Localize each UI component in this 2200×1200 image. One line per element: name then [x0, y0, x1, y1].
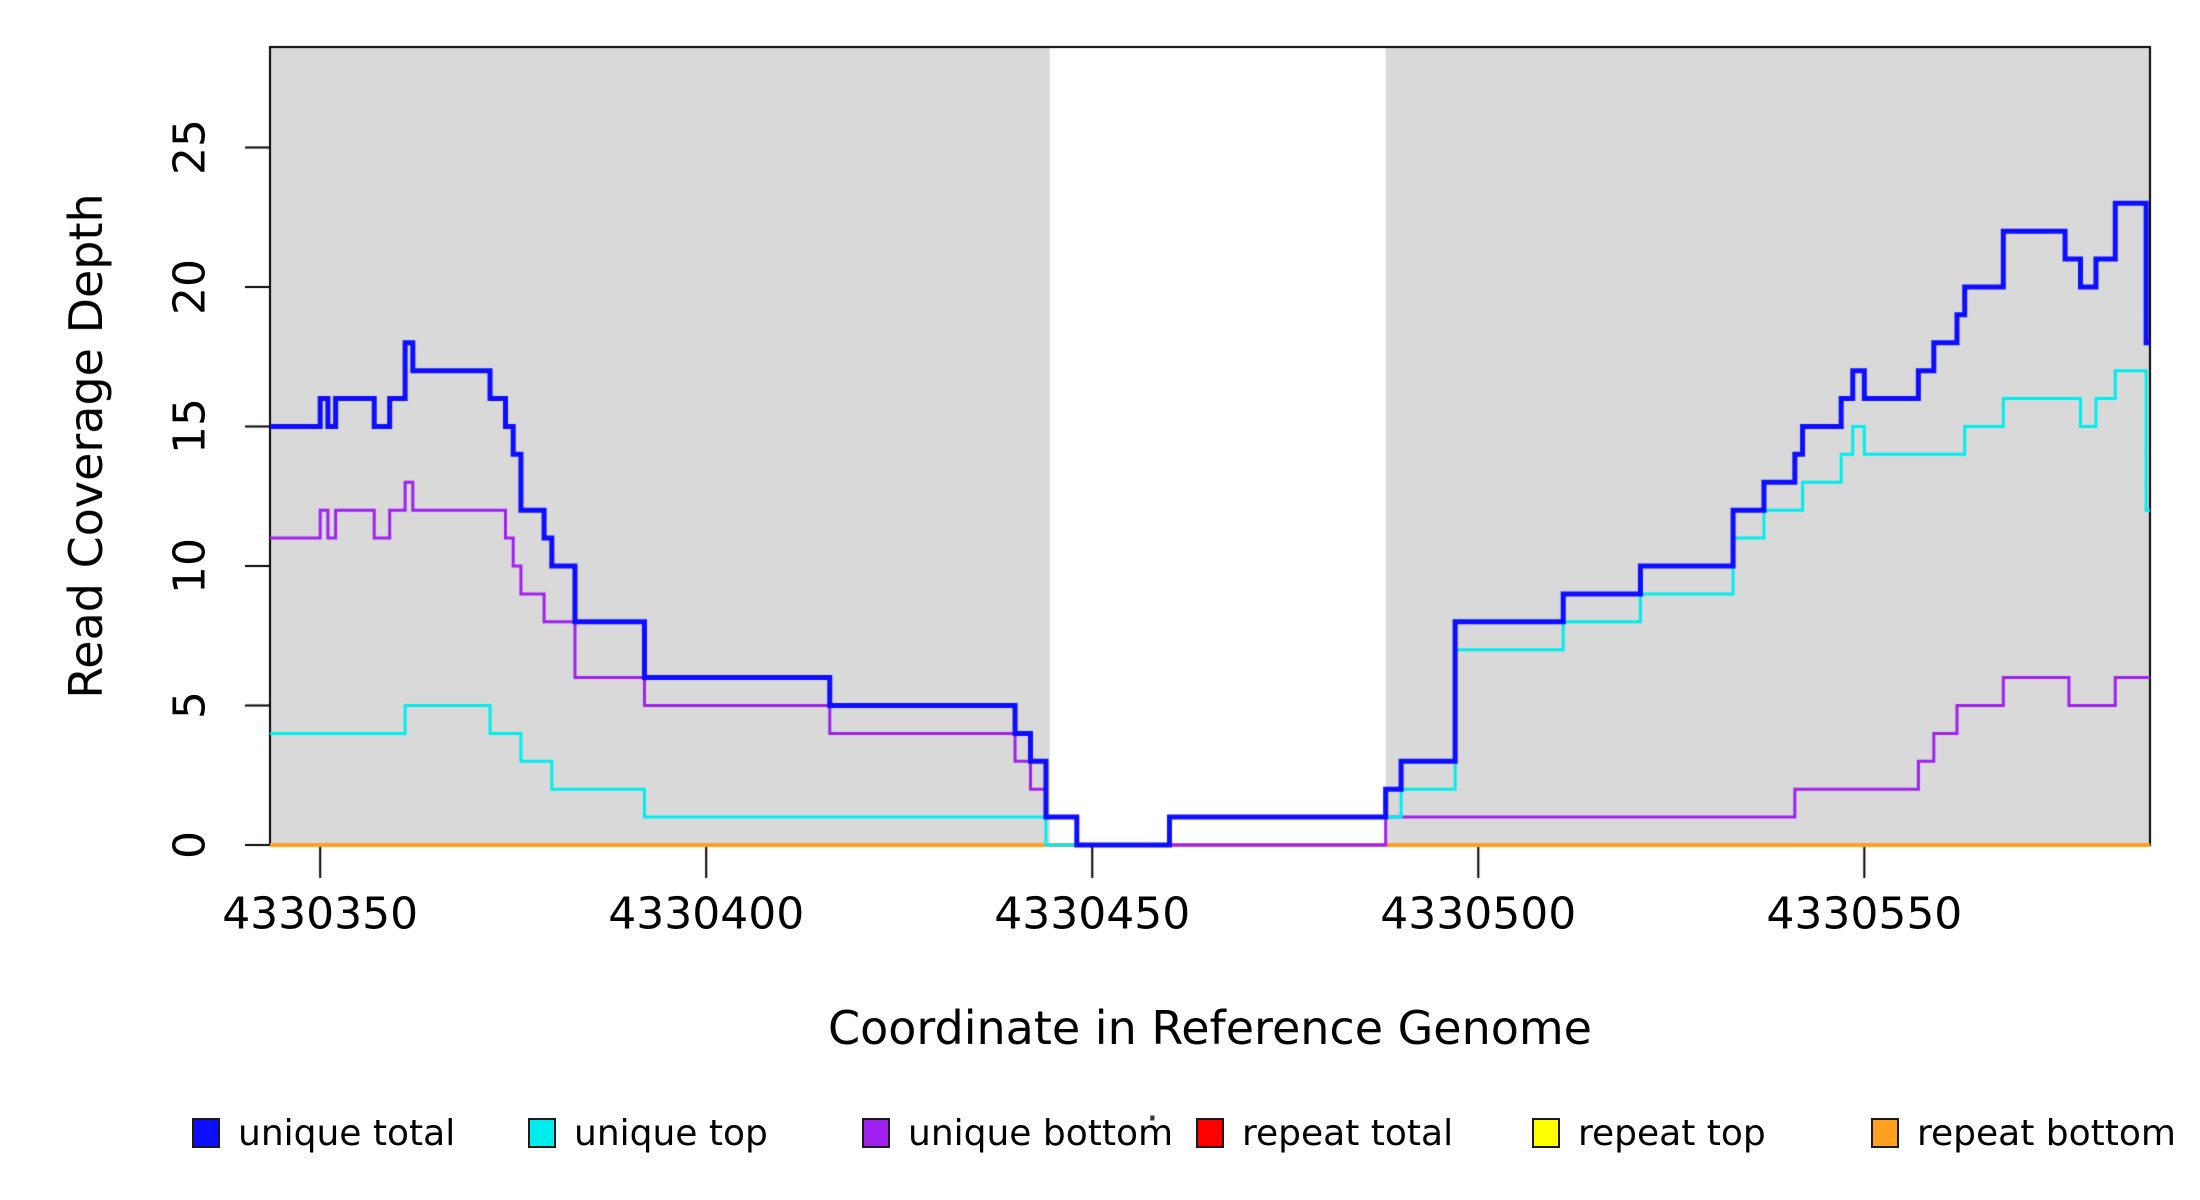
- x-axis-title: Coordinate in Reference Genome: [828, 1001, 1592, 1055]
- y-tick-label-10: 10: [164, 537, 216, 594]
- x-tick-label-4330550: 4330550: [1766, 888, 1963, 940]
- legend-swatch-unique-total: [192, 1118, 220, 1148]
- legend-item-repeat-top: repeat top: [1532, 1112, 1766, 1154]
- legend-item-unique-top: unique top: [528, 1112, 768, 1154]
- legend-item-unique-total: unique total: [192, 1112, 456, 1154]
- x-tick-label-4330450: 4330450: [994, 888, 1191, 940]
- legend-swatch-repeat-bottom: [1871, 1118, 1899, 1148]
- legend-item-unique-bottom: unique bottom: [862, 1112, 1174, 1154]
- y-axis-title: Read Coverage Depth: [59, 193, 113, 699]
- x-tick-label-4330500: 4330500: [1380, 888, 1577, 940]
- legend-label: unique top: [574, 1112, 768, 1154]
- legend-label: unique bottom: [908, 1112, 1174, 1154]
- legend-item-repeat-total: repeat total: [1196, 1112, 1454, 1154]
- y-tick-label-0: 0: [164, 831, 216, 859]
- y-tick-label-25: 25: [164, 119, 216, 176]
- legend-label: unique total: [238, 1112, 456, 1154]
- legend-swatch-repeat-top: [1532, 1118, 1560, 1148]
- y-tick-label-5: 5: [164, 691, 216, 720]
- y-tick-label-20: 20: [164, 258, 216, 315]
- y-tick-label-15: 15: [164, 398, 216, 455]
- legend-swatch-repeat-total: [1196, 1118, 1224, 1148]
- x-tick-label-4330350: 4330350: [222, 888, 419, 940]
- legend-label: repeat top: [1578, 1112, 1766, 1154]
- legend-swatch-unique-bottom: [862, 1118, 890, 1148]
- legend-label: repeat total: [1242, 1112, 1454, 1154]
- legend-artifact-dot: ·: [1146, 1096, 1159, 1142]
- x-tick-label-4330400: 4330400: [608, 888, 805, 940]
- legend-label: repeat bottom: [1917, 1112, 2176, 1154]
- legend-item-repeat-bottom: repeat bottom: [1871, 1112, 2176, 1154]
- legend-swatch-unique-top: [528, 1118, 556, 1148]
